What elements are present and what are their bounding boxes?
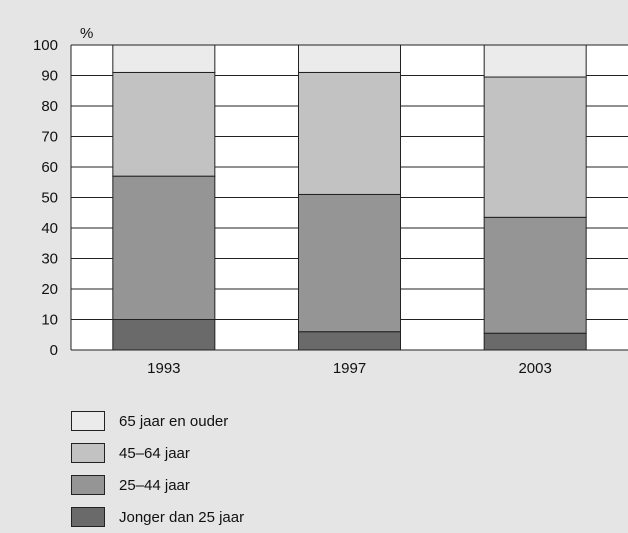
y-tick-label: 60 <box>41 159 58 176</box>
legend-swatch <box>71 475 105 495</box>
y-tick-label: 0 <box>50 342 58 359</box>
legend-item: 65 jaar en ouder <box>71 405 244 437</box>
y-tick-label: 90 <box>41 68 58 85</box>
legend: 65 jaar en ouder 45–64 jaar 25–44 jaar Jong… <box>71 405 244 533</box>
x-tick-label: 2003 <box>518 360 551 377</box>
legend-label: Jonger dan 25 jaar <box>119 508 245 526</box>
y-tick-label: 30 <box>41 251 58 268</box>
x-tick-label: 1997 <box>333 360 366 377</box>
y-tick-label: 20 <box>41 281 58 298</box>
bar-segment <box>483 216 587 334</box>
legend-label: 25–44 jaar <box>119 476 190 494</box>
legend-label: 65 jaar en ouder <box>119 412 229 430</box>
axes: 0 10 20 30 40 50 60 70 80 90 100 1993 1997 2003 <box>33 37 628 377</box>
bars <box>112 44 587 351</box>
bar-segment <box>298 44 401 73</box>
bar-segment <box>483 76 587 218</box>
y-tick-label: 10 <box>41 312 58 329</box>
y-tick-label: 40 <box>41 220 58 237</box>
y-tick-label: 50 <box>41 190 58 207</box>
x-tick-label: 1993 <box>147 360 180 377</box>
y-tick-label: 100 <box>33 37 58 54</box>
legend-item: 45–64 jaar <box>71 437 244 469</box>
y-tick-label: 70 <box>41 129 58 146</box>
legend-item: 25–44 jaar <box>71 469 244 501</box>
bar-segment <box>112 44 216 73</box>
bar-segment <box>298 193 401 333</box>
legend-item: Jonger dan 25 jaar <box>71 501 244 533</box>
bar-segment <box>298 71 401 195</box>
legend-label: 45–64 jaar <box>119 444 190 462</box>
y-axis-label: % <box>80 25 93 42</box>
bar-segment <box>483 44 587 78</box>
legend-swatch <box>71 507 105 527</box>
bar-segment <box>298 331 401 351</box>
bar-segment <box>112 319 216 351</box>
bar-segment <box>483 332 587 351</box>
legend-swatch <box>71 411 105 431</box>
legend-swatch <box>71 443 105 463</box>
bar-segment <box>112 71 216 177</box>
y-tick-label: 80 <box>41 98 58 115</box>
bar-segment <box>112 175 216 320</box>
